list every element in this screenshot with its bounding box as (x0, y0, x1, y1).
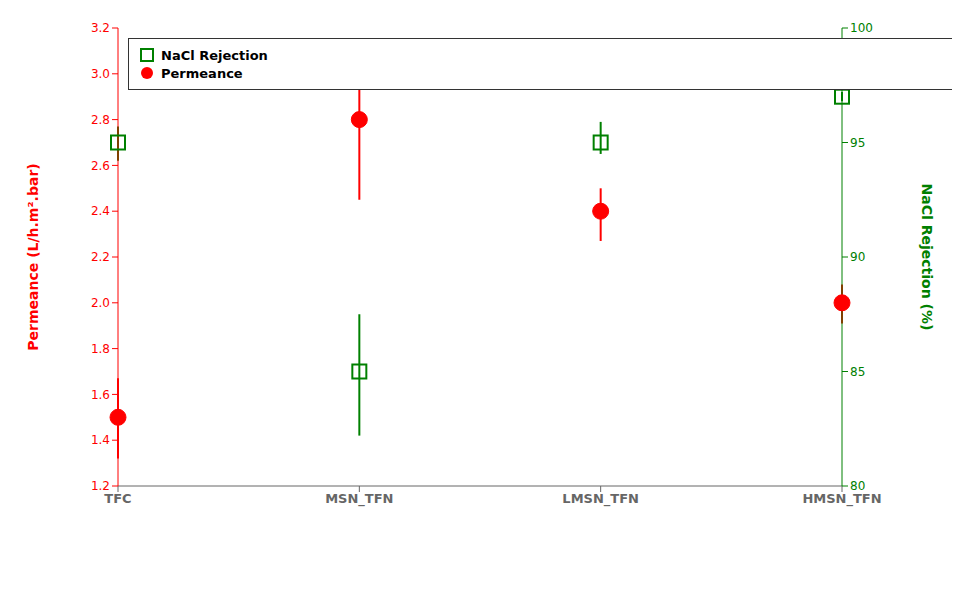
svg-text:2.2: 2.2 (91, 250, 110, 264)
svg-text:1.8: 1.8 (91, 342, 110, 356)
svg-text:MSN_TFN: MSN_TFN (325, 491, 393, 507)
svg-text:1.2: 1.2 (91, 479, 110, 493)
svg-text:HMSN_TFN: HMSN_TFN (802, 491, 881, 507)
svg-text:2.8: 2.8 (91, 113, 110, 127)
html-text:NaCl Rejection: NaCl Rejection (161, 47, 268, 63)
html-text:Permeance: Permeance (161, 65, 243, 81)
svg-text:3.2: 3.2 (91, 21, 110, 35)
svg-text:90: 90 (850, 250, 865, 264)
svg-text:3.0: 3.0 (91, 67, 110, 81)
svg-text:Permeance (L/h.m².bar): Permeance (L/h.m².bar) (25, 163, 41, 350)
svg-text:1.6: 1.6 (91, 388, 110, 402)
svg-text:80: 80 (850, 479, 865, 493)
svg-text:NaCl Rejection (%): NaCl Rejection (%) (919, 184, 935, 331)
svg-text:2.6: 2.6 (91, 159, 110, 173)
svg-text:2.4: 2.4 (91, 204, 110, 218)
svg-text:85: 85 (850, 365, 865, 379)
svg-text:1.4: 1.4 (91, 433, 110, 447)
svg-text:2.0: 2.0 (91, 296, 110, 310)
svg-text:LMSN_TFN: LMSN_TFN (562, 491, 639, 507)
svg-text:100: 100 (850, 21, 873, 35)
svg-text:95: 95 (850, 136, 865, 150)
svg-text:TFC: TFC (104, 491, 131, 506)
